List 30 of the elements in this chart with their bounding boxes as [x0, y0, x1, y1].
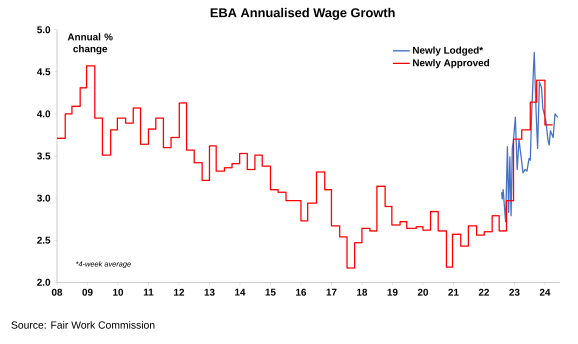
x-tick-label: 23: [509, 288, 520, 296]
x-tick-label: 24: [540, 288, 550, 296]
y-tick-label: 3.0: [37, 194, 50, 202]
x-tick-label: 15: [266, 288, 276, 296]
legend-label: Newly Lodged*: [413, 46, 484, 56]
y-tick-label: 3.5: [37, 152, 50, 160]
y-tick-label: 2.5: [37, 236, 50, 244]
line-series: [500, 52, 558, 222]
legend-label: Newly Approved: [413, 59, 490, 68]
source-note: Source: Fair Work Commission: [11, 321, 154, 329]
x-tick-label: 20: [418, 288, 428, 296]
x-tick-label: 08: [52, 288, 62, 296]
y-tick-label: 5.0: [37, 26, 50, 34]
x-tick-label: 09: [82, 288, 93, 296]
chart-title: EBA Annualised Wage Growth: [210, 8, 395, 20]
x-tick-label: 16: [296, 288, 306, 296]
y-tick-label: 4.0: [36, 110, 50, 118]
x-tick-label: 19: [388, 288, 398, 296]
x-tick-label: 17: [326, 288, 337, 296]
x-tick-label: 21: [448, 288, 459, 296]
x-tick-label: 12: [174, 288, 184, 296]
y-axis-title: Annual % change: [68, 33, 113, 54]
y-tick-label: 4.5: [36, 68, 50, 76]
x-tick-label: 10: [113, 288, 124, 296]
y-tick-label: 2.0: [37, 278, 50, 286]
x-tick-label: 18: [357, 288, 368, 296]
x-tick-label: 22: [478, 288, 490, 296]
x-tick-label: 13: [204, 288, 215, 296]
x-tick-label: 14: [235, 288, 246, 296]
x-tick-label: 11: [144, 288, 154, 296]
